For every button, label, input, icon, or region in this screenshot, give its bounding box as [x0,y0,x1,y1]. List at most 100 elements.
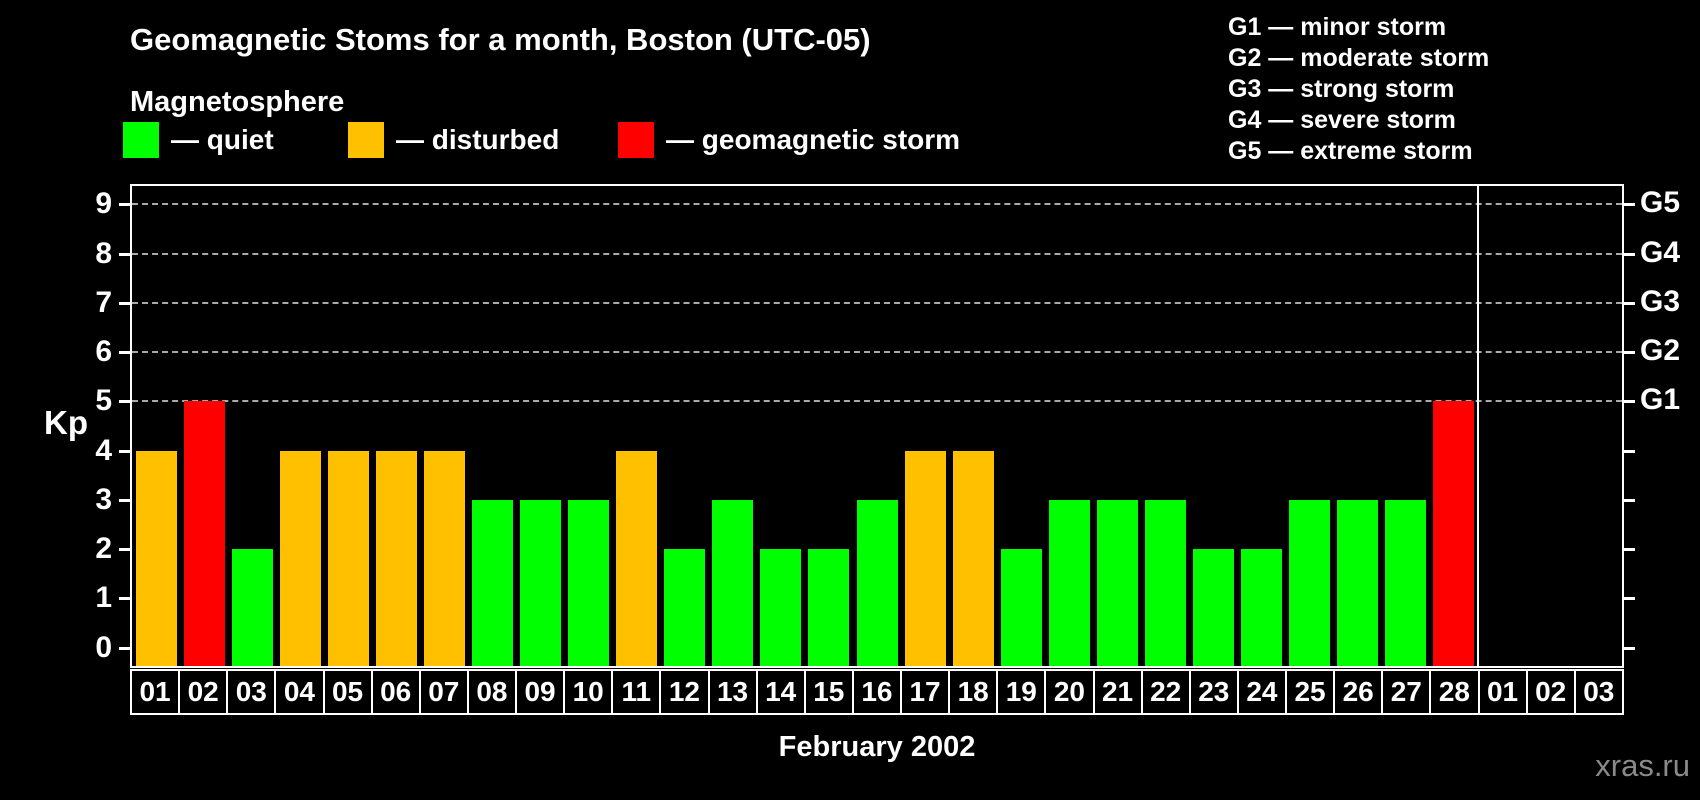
y-tick-label-7: 7 [95,285,112,319]
bar-feb-02 [183,401,225,666]
bar-feb-26 [1337,499,1379,666]
day-cell-feb-19: 19 [996,669,1047,715]
bar-feb-03 [231,549,273,666]
y-tick-label-9: 9 [95,187,112,221]
legend-item-label: — quiet [171,124,274,155]
bar-feb-06 [375,450,417,666]
magnetosphere-legend-heading: Magnetosphere [130,86,345,118]
day-cell-feb-08: 08 [466,669,517,715]
y-axis-label: Kp [44,404,88,441]
y-tick-right-7 [1624,301,1635,305]
bar-feb-21 [1096,499,1138,666]
g-axis-label-G1: G1 [1640,383,1681,417]
day-cell-feb-04: 04 [274,669,325,715]
day-cell-feb-28: 28 [1429,669,1480,715]
day-cell-feb-01: 01 [130,669,181,715]
day-cell-mar-02: 02 [1525,669,1576,715]
x-axis-day-row: 01 02 03 04 05 06 07 08 09 10 11 12 13 14 15 16 17 18 19 20… [130,669,1624,715]
bar-feb-01 [135,450,177,666]
day-cell-mar-03: 03 [1573,669,1624,715]
g-legend-line-4: G4 — severe storm [1228,106,1456,134]
day-cell-feb-03: 03 [226,669,277,715]
y-tick-right-1 [1624,597,1635,601]
day-cell-feb-27: 27 [1381,669,1432,715]
watermark: xras.ru [1595,748,1690,783]
day-cell-feb-17: 17 [900,669,951,715]
y-tick-label-4: 4 [95,433,112,467]
bar-feb-11 [616,450,658,666]
day-cell-feb-12: 12 [659,669,710,715]
day-cell-feb-15: 15 [803,669,854,715]
y-tick-right-2 [1624,548,1635,552]
y-tick-right-9 [1624,203,1635,207]
g-legend-line-1: G1 — minor storm [1228,13,1447,41]
day-cell-feb-10: 10 [563,669,614,715]
y-tick-left-2 [119,548,130,552]
bar-feb-08 [471,499,513,666]
day-cell-feb-26: 26 [1333,669,1384,715]
day-cell-feb-24: 24 [1236,669,1287,715]
plot-area: 0 1 2 3 4 5 6 7 8 9 G1 G2 G3 G4 G5 [95,184,1680,668]
day-cell-feb-11: 11 [611,669,662,715]
day-cell-feb-22: 22 [1140,669,1191,715]
day-cell-feb-18: 18 [948,669,999,715]
legend-item-label: — geomagnetic storm [666,124,961,155]
g-axis-label-G4: G4 [1640,235,1681,269]
y-tick-left-5 [119,400,130,404]
day-cell-feb-21: 21 [1092,669,1143,715]
g-legend-line-2: G2 — moderate storm [1228,44,1490,72]
day-cell-feb-06: 06 [370,669,421,715]
legend-item-quiet: — quiet [123,121,274,159]
y-tick-left-0 [119,646,130,650]
bar-feb-20 [1048,499,1090,666]
gridline-kp8 [132,252,1622,255]
bar-feb-12 [664,549,706,666]
y-tick-left-7 [119,301,130,305]
y-tick-label-6: 6 [95,335,112,369]
y-tick-label-8: 8 [95,236,112,270]
g-axis-label-G3: G3 [1640,284,1681,318]
y-tick-right-3 [1624,498,1635,502]
bar-feb-25 [1289,499,1331,666]
g-scale-legend: G1 — minor storm G2 — moderate storm G3 — … [1228,12,1489,167]
y-tick-left-8 [119,252,130,256]
day-cell-feb-25: 25 [1285,669,1336,715]
bar-feb-14 [760,549,802,666]
chart-title: Geomagnetic Stoms for a month, Boston (U… [130,22,871,57]
y-tick-left-4 [119,449,130,453]
y-tick-label-2: 2 [95,532,112,566]
magnetosphere-legend: — quiet — disturbed — geomagnetic storm [0,121,1100,159]
bar-feb-22 [1144,499,1186,666]
day-cell-feb-16: 16 [851,669,902,715]
day-cell-feb-23: 23 [1188,669,1239,715]
bar-feb-18 [952,450,994,666]
y-tick-right-6 [1624,351,1635,355]
day-cell-feb-09: 09 [515,669,566,715]
bar-feb-24 [1241,549,1283,666]
day-cell-feb-07: 07 [418,669,469,715]
y-tick-left-3 [119,498,130,502]
legend-item-storm: — geomagnetic storm [618,121,960,159]
y-tick-right-8 [1624,252,1635,256]
g-axis-label-G5: G5 [1640,186,1681,220]
bar-feb-10 [568,499,610,666]
y-tick-label-5: 5 [95,384,112,418]
bar-feb-09 [520,499,562,666]
g-legend-line-5: G5 — extreme storm [1228,137,1473,165]
bar-feb-07 [423,450,465,666]
day-cell-feb-05: 05 [322,669,373,715]
storm-swatch-icon [618,122,654,158]
y-tick-label-3: 3 [95,482,112,516]
quiet-swatch-icon [123,122,159,158]
g-axis-label-G2: G2 [1640,334,1681,368]
legend-item-label: — disturbed [396,124,560,155]
disturbed-swatch-icon [348,122,384,158]
day-cell-feb-13: 13 [707,669,758,715]
bar-feb-23 [1192,549,1234,666]
month-separator-line [1476,186,1479,666]
y-tick-right-0 [1624,646,1635,650]
y-tick-left-1 [119,597,130,601]
bar-feb-16 [856,499,898,666]
bar-feb-27 [1385,499,1427,666]
